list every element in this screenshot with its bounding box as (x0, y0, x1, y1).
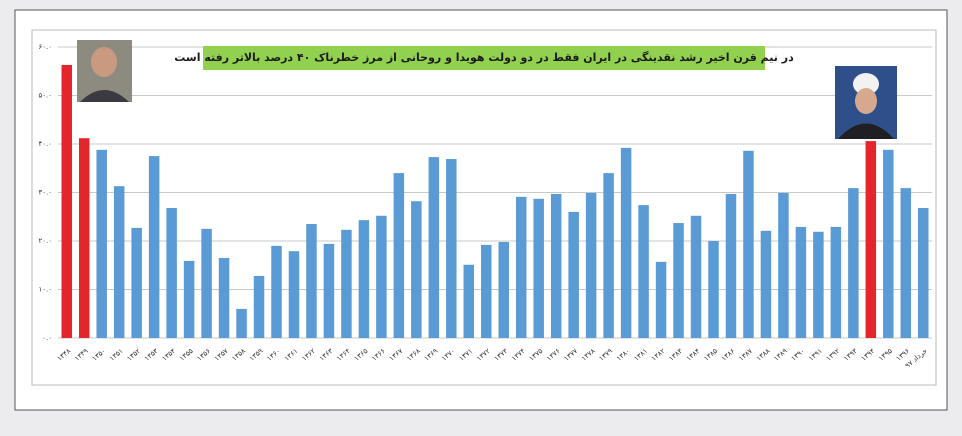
bar (341, 230, 351, 338)
bar (866, 141, 876, 338)
bar (219, 258, 229, 338)
bar (184, 261, 194, 338)
bar (254, 276, 264, 338)
bar (79, 138, 89, 338)
bar (271, 246, 281, 338)
bar (498, 242, 508, 338)
bar (201, 229, 211, 338)
bar (761, 231, 771, 338)
y-tick-label: ۱۰.۰ (38, 286, 52, 294)
photo-right (835, 66, 897, 139)
y-tick-label: ۲۰.۰ (38, 237, 52, 245)
bar (131, 228, 141, 338)
bar (236, 309, 246, 338)
bar (708, 241, 718, 338)
chart-title: در نیم قرن اخیر رشد نقدینگی در ایران فقط… (174, 51, 794, 64)
bar (166, 208, 176, 338)
photo-left (77, 40, 132, 102)
bar (324, 244, 334, 338)
bar (883, 150, 893, 338)
bar (918, 208, 928, 338)
bar (603, 173, 613, 338)
bar (796, 227, 806, 338)
bar (901, 188, 911, 338)
bar (429, 157, 439, 338)
bar (673, 223, 683, 338)
bar (551, 194, 561, 338)
bar (691, 216, 701, 338)
bar (813, 232, 823, 338)
bar (778, 193, 788, 338)
bar (481, 245, 491, 338)
y-tick-label: ۳۰.۰ (38, 189, 52, 197)
bar (656, 262, 666, 338)
y-tick-label: ۶۰.۰ (38, 43, 52, 51)
bar (306, 224, 316, 338)
bar (586, 193, 596, 338)
bar (289, 251, 299, 338)
bar (96, 150, 106, 338)
bar (638, 205, 648, 338)
bar (568, 212, 578, 338)
bar (149, 156, 159, 338)
bar (464, 265, 474, 338)
bar (376, 216, 386, 338)
bar (114, 186, 124, 338)
bar (446, 159, 456, 338)
y-tick-label: ۴۰.۰ (38, 140, 52, 148)
bar (533, 199, 543, 338)
y-tick-label: ۰.۰ (42, 334, 52, 342)
bar (621, 148, 631, 338)
bar (411, 201, 421, 338)
bar (743, 151, 753, 338)
bar (394, 173, 404, 338)
bar (726, 194, 736, 338)
y-tick-label: ۵۰.۰ (38, 92, 52, 100)
bar (61, 65, 71, 338)
bar (848, 188, 858, 338)
bar (831, 227, 841, 338)
bar (516, 197, 526, 338)
bar (359, 220, 369, 338)
chart: ۰.۰۱۰.۰۲۰.۰۳۰.۰۴۰.۰۵۰.۰۶۰.۰۱۳۴۸۱۳۴۹۱۳۵۰۱… (0, 0, 962, 436)
